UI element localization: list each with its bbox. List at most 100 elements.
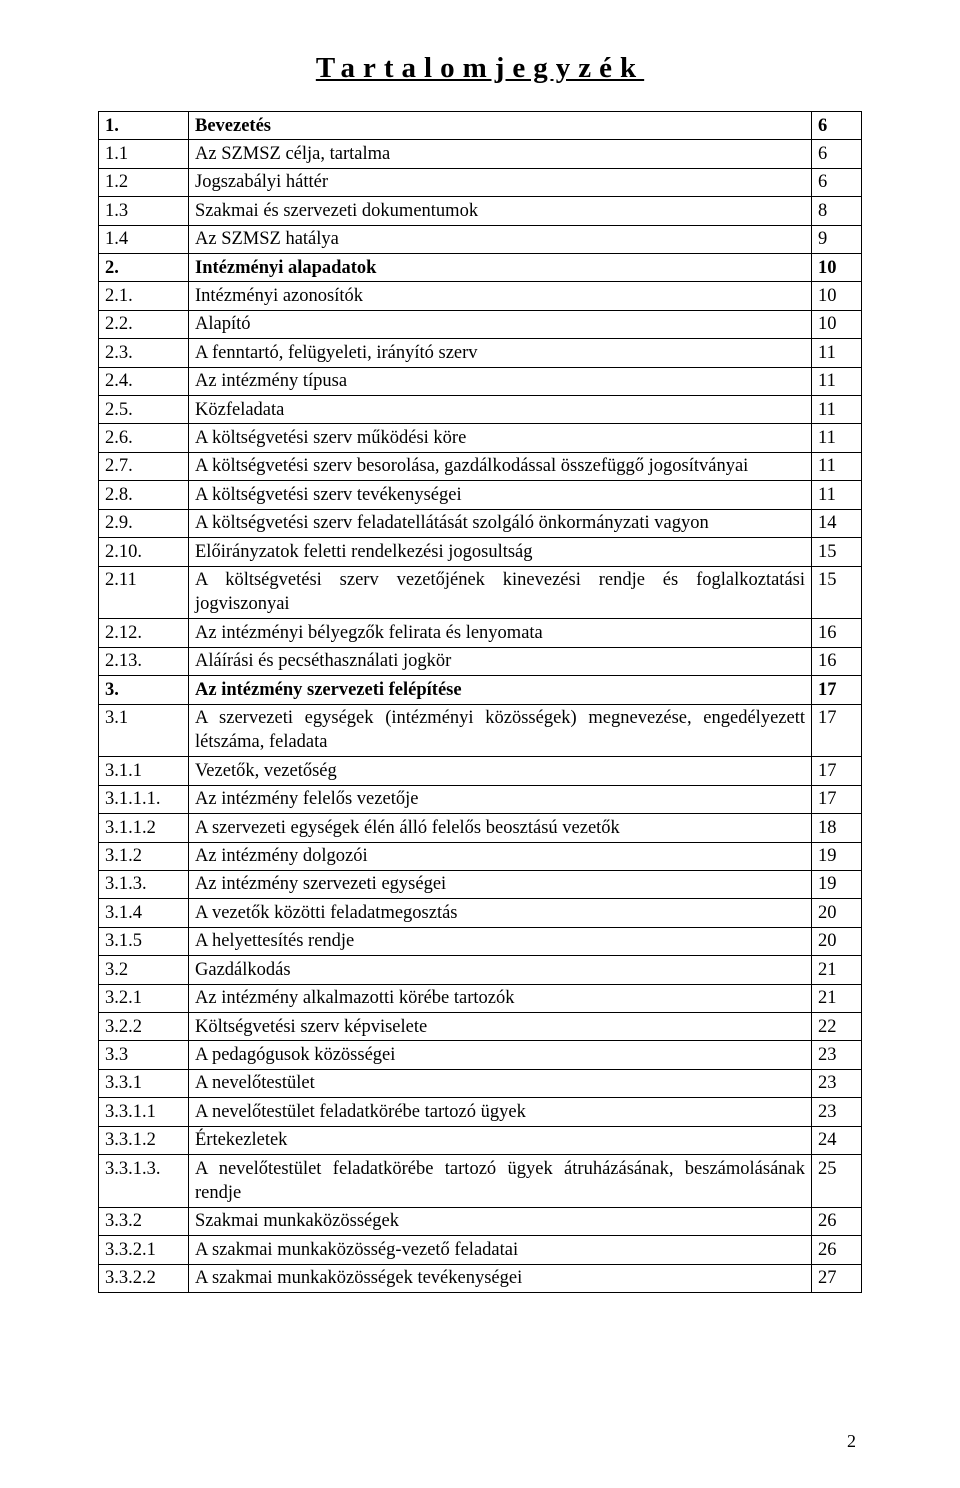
toc-num: 3.3.2.1 xyxy=(99,1236,189,1264)
toc-page: 25 xyxy=(812,1155,862,1208)
toc-row: 3.3.1.1A nevelőtestület feladatkörébe ta… xyxy=(99,1098,862,1126)
toc-section-row: 1.Bevezetés6 xyxy=(99,112,862,140)
toc-page: 22 xyxy=(812,1013,862,1041)
toc-desc: A nevelőtestület feladatkörébe tartozó ü… xyxy=(189,1098,812,1126)
toc-page: 6 xyxy=(812,140,862,168)
toc-desc: Jogszabályi háttér xyxy=(189,168,812,196)
toc-num: 2.8. xyxy=(99,481,189,509)
toc-page: 11 xyxy=(812,481,862,509)
toc-num: 3.1.5 xyxy=(99,927,189,955)
toc-desc: Közfeladata xyxy=(189,396,812,424)
toc-page: 17 xyxy=(812,704,862,757)
toc-num: 3.3.1 xyxy=(99,1069,189,1097)
toc-row: 3.3.1.2Értekezletek24 xyxy=(99,1126,862,1154)
toc-num: 1. xyxy=(99,112,189,140)
toc-row: 3.1.1Vezetők, vezetőség17 xyxy=(99,757,862,785)
toc-desc: A költségvetési szerv feladatellátását s… xyxy=(189,509,812,537)
toc-page: 6 xyxy=(812,112,862,140)
toc-num: 3.3.1.3. xyxy=(99,1155,189,1208)
toc-num: 2. xyxy=(99,254,189,282)
toc-row: 3.2Gazdálkodás21 xyxy=(99,956,862,984)
toc-page: 19 xyxy=(812,870,862,898)
toc-row: 3.3.2Szakmai munkaközösségek26 xyxy=(99,1207,862,1235)
toc-num: 2.7. xyxy=(99,452,189,480)
toc-desc: A szakmai munkaközösség-vezető feladatai xyxy=(189,1236,812,1264)
toc-row: 2.4.Az intézmény típusa11 xyxy=(99,367,862,395)
toc-desc: Gazdálkodás xyxy=(189,956,812,984)
toc-num: 3.2.1 xyxy=(99,984,189,1012)
toc-num: 3.1.1 xyxy=(99,757,189,785)
toc-page: 23 xyxy=(812,1069,862,1097)
toc-num: 1.2 xyxy=(99,168,189,196)
page-number: 2 xyxy=(847,1431,856,1452)
toc-row: 3.1.5A helyettesítés rendje20 xyxy=(99,927,862,955)
toc-num: 2.1. xyxy=(99,282,189,310)
toc-body: 1.Bevezetés61.1Az SZMSZ célja, tartalma6… xyxy=(99,112,862,1293)
toc-row: 1.1Az SZMSZ célja, tartalma6 xyxy=(99,140,862,168)
toc-page: 17 xyxy=(812,676,862,704)
toc-row: 3.1.1.2A szervezeti egységek élén álló f… xyxy=(99,814,862,842)
toc-num: 3.1.1.2 xyxy=(99,814,189,842)
toc-desc: Szakmai és szervezeti dokumentumok xyxy=(189,197,812,225)
toc-table: 1.Bevezetés61.1Az SZMSZ célja, tartalma6… xyxy=(98,111,862,1293)
document-page: Tartalomjegyzék 1.Bevezetés61.1Az SZMSZ … xyxy=(0,0,960,1488)
toc-page: 23 xyxy=(812,1041,862,1069)
toc-row: 3.3.2.2A szakmai munkaközösségek tevéken… xyxy=(99,1264,862,1292)
toc-row: 1.3Szakmai és szervezeti dokumentumok8 xyxy=(99,197,862,225)
toc-num: 3.2.2 xyxy=(99,1013,189,1041)
toc-row: 2.8.A költségvetési szerv tevékenységei1… xyxy=(99,481,862,509)
toc-page: 11 xyxy=(812,367,862,395)
toc-num: 3.1.4 xyxy=(99,899,189,927)
toc-desc: Aláírási és pecséthasználati jogkör xyxy=(189,647,812,675)
toc-page: 16 xyxy=(812,647,862,675)
toc-section-row: 2.Intézményi alapadatok10 xyxy=(99,254,862,282)
toc-desc: A szakmai munkaközösségek tevékenységei xyxy=(189,1264,812,1292)
toc-row: 2.1.Intézményi azonosítók10 xyxy=(99,282,862,310)
toc-desc: Az intézmény szervezeti felépítése xyxy=(189,676,812,704)
toc-desc: A nevelőtestület feladatkörébe tartozó ü… xyxy=(189,1155,812,1208)
toc-desc: A költségvetési szerv besorolása, gazdál… xyxy=(189,452,812,480)
toc-row: 2.10.Előirányzatok feletti rendelkezési … xyxy=(99,538,862,566)
toc-page: 11 xyxy=(812,339,862,367)
toc-row: 2.11A költségvetési szerv vezetőjének ki… xyxy=(99,566,862,619)
toc-desc: Költségvetési szerv képviselete xyxy=(189,1013,812,1041)
toc-page: 17 xyxy=(812,757,862,785)
toc-row: 2.7.A költségvetési szerv besorolása, ga… xyxy=(99,452,862,480)
toc-page: 21 xyxy=(812,984,862,1012)
toc-desc: A költségvetési szerv működési köre xyxy=(189,424,812,452)
toc-page: 16 xyxy=(812,619,862,647)
toc-page: 15 xyxy=(812,538,862,566)
toc-desc: Az intézmény felelős vezetője xyxy=(189,785,812,813)
toc-desc: Alapító xyxy=(189,310,812,338)
toc-num: 2.10. xyxy=(99,538,189,566)
toc-num: 2.12. xyxy=(99,619,189,647)
toc-page: 10 xyxy=(812,310,862,338)
page-title: Tartalomjegyzék xyxy=(98,52,862,85)
toc-desc: A szervezeti egységek (intézményi közöss… xyxy=(189,704,812,757)
toc-row: 2.12.Az intézményi bélyegzők felirata és… xyxy=(99,619,862,647)
toc-num: 2.9. xyxy=(99,509,189,537)
toc-num: 3.3.1.2 xyxy=(99,1126,189,1154)
toc-desc: Szakmai munkaközösségek xyxy=(189,1207,812,1235)
toc-num: 1.1 xyxy=(99,140,189,168)
toc-desc: A fenntartó, felügyeleti, irányító szerv xyxy=(189,339,812,367)
toc-page: 15 xyxy=(812,566,862,619)
toc-row: 3.1.4A vezetők közötti feladatmegosztás2… xyxy=(99,899,862,927)
toc-desc: A költségvetési szerv tevékenységei xyxy=(189,481,812,509)
toc-desc: Az intézmény típusa xyxy=(189,367,812,395)
toc-desc: Előirányzatok feletti rendelkezési jogos… xyxy=(189,538,812,566)
toc-desc: Bevezetés xyxy=(189,112,812,140)
toc-page: 24 xyxy=(812,1126,862,1154)
toc-num: 2.5. xyxy=(99,396,189,424)
toc-num: 3.3.2.2 xyxy=(99,1264,189,1292)
toc-num: 2.13. xyxy=(99,647,189,675)
toc-row: 3.3.2.1A szakmai munkaközösség-vezető fe… xyxy=(99,1236,862,1264)
toc-page: 11 xyxy=(812,396,862,424)
toc-row: 3.2.2Költségvetési szerv képviselete22 xyxy=(99,1013,862,1041)
toc-desc: Az intézményi bélyegzők felirata és leny… xyxy=(189,619,812,647)
toc-page: 18 xyxy=(812,814,862,842)
toc-page: 23 xyxy=(812,1098,862,1126)
toc-num: 2.4. xyxy=(99,367,189,395)
toc-num: 1.3 xyxy=(99,197,189,225)
toc-page: 26 xyxy=(812,1207,862,1235)
